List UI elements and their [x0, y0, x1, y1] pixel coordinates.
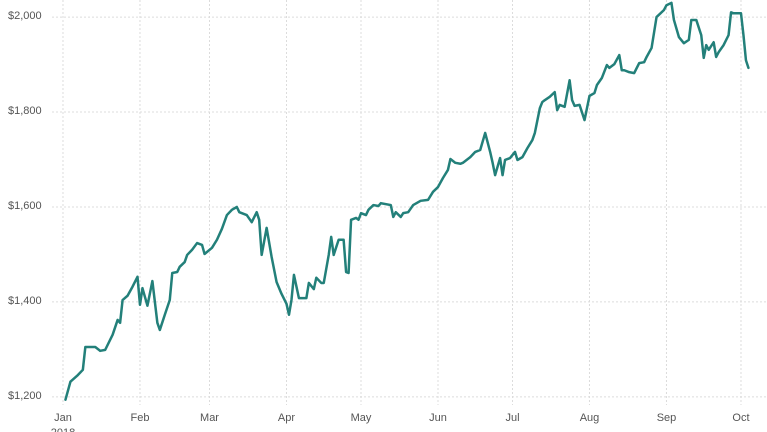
x-tick-label: Sep: [657, 412, 677, 424]
x-tick-label: Jul: [505, 412, 519, 424]
x-year-label: 2018: [51, 427, 75, 432]
x-tick-label: Jan: [54, 412, 72, 424]
y-tick-label: $1,600: [8, 200, 42, 212]
x-tick-label: Feb: [130, 412, 149, 424]
y-tick-label: $1,800: [8, 105, 42, 117]
x-tick-label: May: [351, 412, 372, 424]
y-tick-label: $1,400: [8, 295, 42, 307]
x-tick-label: Jun: [429, 412, 447, 424]
x-tick-label: Apr: [278, 412, 295, 424]
x-tick-label: Aug: [580, 412, 600, 424]
x-tick-label: Mar: [200, 412, 219, 424]
y-tick-label: $1,200: [8, 390, 42, 402]
x-tick-label: Oct: [732, 412, 749, 424]
y-tick-label: $2,000: [8, 10, 42, 22]
data-line: [64, 1, 750, 401]
